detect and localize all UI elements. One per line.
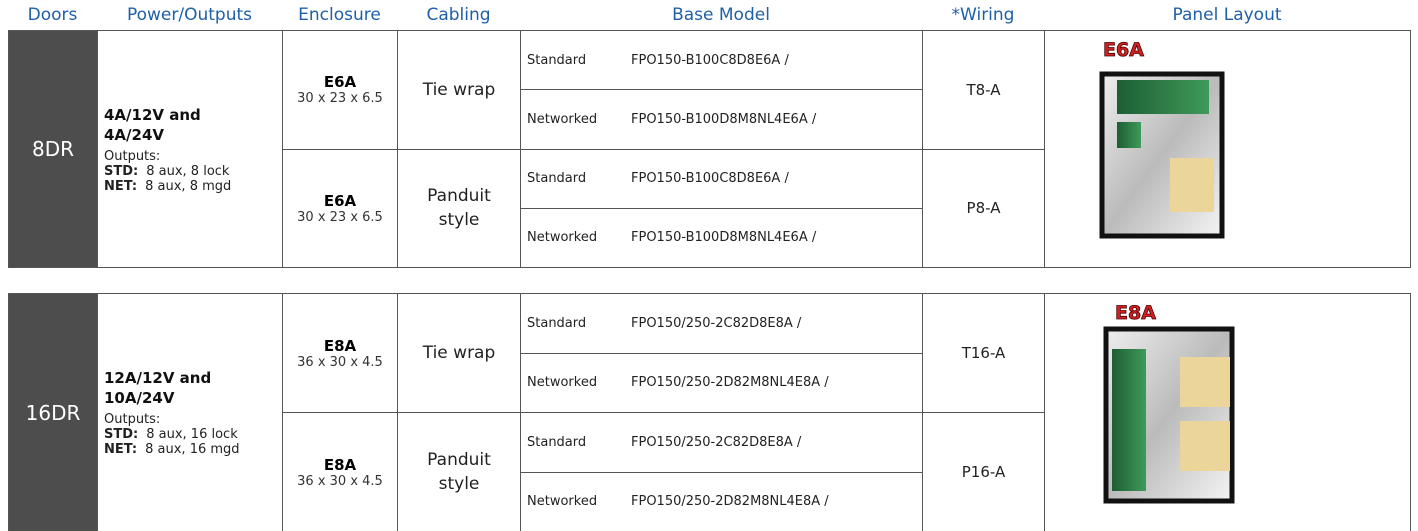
model-cell: Standard FPO150/250-2C82D8E8A / [520, 412, 923, 473]
cabling-text: Tie wrap [422, 343, 496, 363]
column-header: Enclosure [298, 5, 381, 25]
model-kind: Networked [527, 375, 598, 391]
column-header: Power/Outputs [126, 5, 253, 25]
doors-cell: 8DR [8, 30, 98, 268]
model-number: FPO150/250-2C82D8E8A / [631, 315, 802, 331]
model-number: FPO150-B100D8M8NL4E6A / [631, 230, 817, 246]
enclosure-cell: E6A 30 x 23 x 6.5 [282, 148, 398, 268]
doors-label: 16DR [25, 400, 81, 425]
model-cell: Standard FPO150-B100C8D8E6A / [520, 30, 923, 91]
model-kind: Networked [527, 230, 598, 246]
model-cell: Networked FPO150-B100D8M8NL4E6A / [520, 89, 923, 150]
enclosure-cell: E6A 30 x 23 x 6.5 [282, 30, 398, 150]
enclosure-dims: 30 x 23 x 6.5 [297, 91, 383, 107]
output-kind: STD: [104, 427, 139, 442]
model-cell: Networked FPO150/250-2D82M8NL4E8A / [520, 352, 923, 413]
cabling-cell: Tie wrap [397, 30, 521, 150]
model-kind: Networked [527, 494, 598, 510]
column-header: Base Model [672, 5, 770, 25]
model-number: FPO150/250-2D82M8NL4E8A / [631, 375, 829, 391]
output-kind: NET: [104, 178, 138, 194]
wiring-cell: P16-A [922, 412, 1045, 531]
power-title: 4A/12V and 4A/24V [104, 105, 201, 144]
output-text: 8 aux, 16 mgd [145, 442, 240, 457]
output-row: NET: 8 aux, 16 mgd [104, 442, 240, 457]
model-kind: Standard [527, 171, 587, 187]
enclosure-name: E8A [323, 455, 357, 474]
cabling-text: Tie wrap [422, 79, 496, 100]
model-number: FPO150-B100D8M8NL4E6A / [631, 111, 817, 127]
wiring-cell: T16-A [922, 293, 1045, 413]
model-number: FPO150-B100C8D8E6A / [631, 52, 789, 68]
wiring-cell: P8-A [922, 148, 1045, 268]
output-text: 8 aux, 8 lock [146, 163, 230, 179]
cabling-cell: Panduit style [397, 412, 521, 531]
power-cell: 12A/12V and 10A/24V Outputs: STD: 8 aux, 16… [97, 293, 283, 531]
cabling-cell: Panduit style [397, 148, 521, 268]
enclosure-cell: E8A 36 x 30 x 4.5 [282, 293, 398, 413]
wiring-text: P8-A [966, 199, 1001, 218]
panel-cell [1044, 293, 1411, 531]
output-kind: NET: [104, 442, 138, 457]
enclosure-dims: 30 x 23 x 6.5 [297, 209, 383, 225]
output-row: STD: 8 aux, 8 lock [104, 164, 229, 179]
enclosure-dims: 36 x 30 x 4.5 [297, 354, 383, 370]
model-cell: Standard FPO150-B100C8D8E6A / [520, 148, 923, 209]
model-number: FPO150/250-2C82D8E8A / [631, 434, 802, 450]
model-kind: Networked [527, 111, 598, 127]
cabling-text: Panduit style [427, 450, 491, 494]
output-kind: STD: [104, 163, 139, 179]
power-cell: 4A/12V and 4A/24V Outputs: STD: 8 aux, 8 lo… [97, 30, 283, 268]
enclosure-name: E8A [323, 336, 357, 355]
panel-cell [1044, 30, 1411, 268]
enclosure-name: E6A [323, 73, 357, 92]
enclosure-cell: E8A 36 x 30 x 4.5 [282, 412, 398, 531]
model-cell: Standard FPO150/250-2C82D8E8A / [520, 293, 923, 354]
enclosure-dims: 36 x 30 x 4.5 [297, 473, 383, 489]
cabling-cell: Tie wrap [397, 293, 521, 413]
model-cell: Networked FPO150/250-2D82M8NL4E8A / [520, 471, 923, 531]
wiring-text: P16-A [961, 463, 1006, 481]
wiring-text: T8-A [966, 80, 1001, 99]
outputs-label: Outputs: [104, 412, 161, 427]
output-row: STD: 8 aux, 16 lock [104, 427, 238, 442]
doors-label: 8DR [31, 137, 75, 161]
doors-cell: 16DR [8, 293, 98, 531]
column-header: Doors [27, 5, 78, 25]
wiring-cell: T8-A [922, 30, 1045, 150]
power-title: 12A/12V and 10A/24V [104, 369, 212, 407]
model-cell: Networked FPO150-B100D8M8NL4E6A / [520, 207, 923, 268]
column-header: Panel Layout [1172, 5, 1282, 25]
model-kind: Standard [527, 434, 587, 450]
output-row: NET: 8 aux, 8 mgd [104, 179, 231, 194]
model-number: FPO150/250-2D82M8NL4E8A / [631, 494, 829, 510]
output-text: 8 aux, 16 lock [146, 427, 238, 442]
column-header: Cabling [426, 5, 491, 25]
wiring-text: T16-A [961, 344, 1006, 362]
model-kind: Standard [527, 52, 587, 68]
model-number: FPO150-B100C8D8E6A / [631, 171, 789, 187]
column-header: *Wiring [951, 5, 1015, 25]
model-kind: Standard [527, 315, 587, 331]
cabling-text: Panduit style [427, 186, 491, 231]
output-text: 8 aux, 8 mgd [145, 178, 232, 194]
outputs-label: Outputs: [104, 148, 161, 164]
enclosure-name: E6A [323, 191, 357, 210]
